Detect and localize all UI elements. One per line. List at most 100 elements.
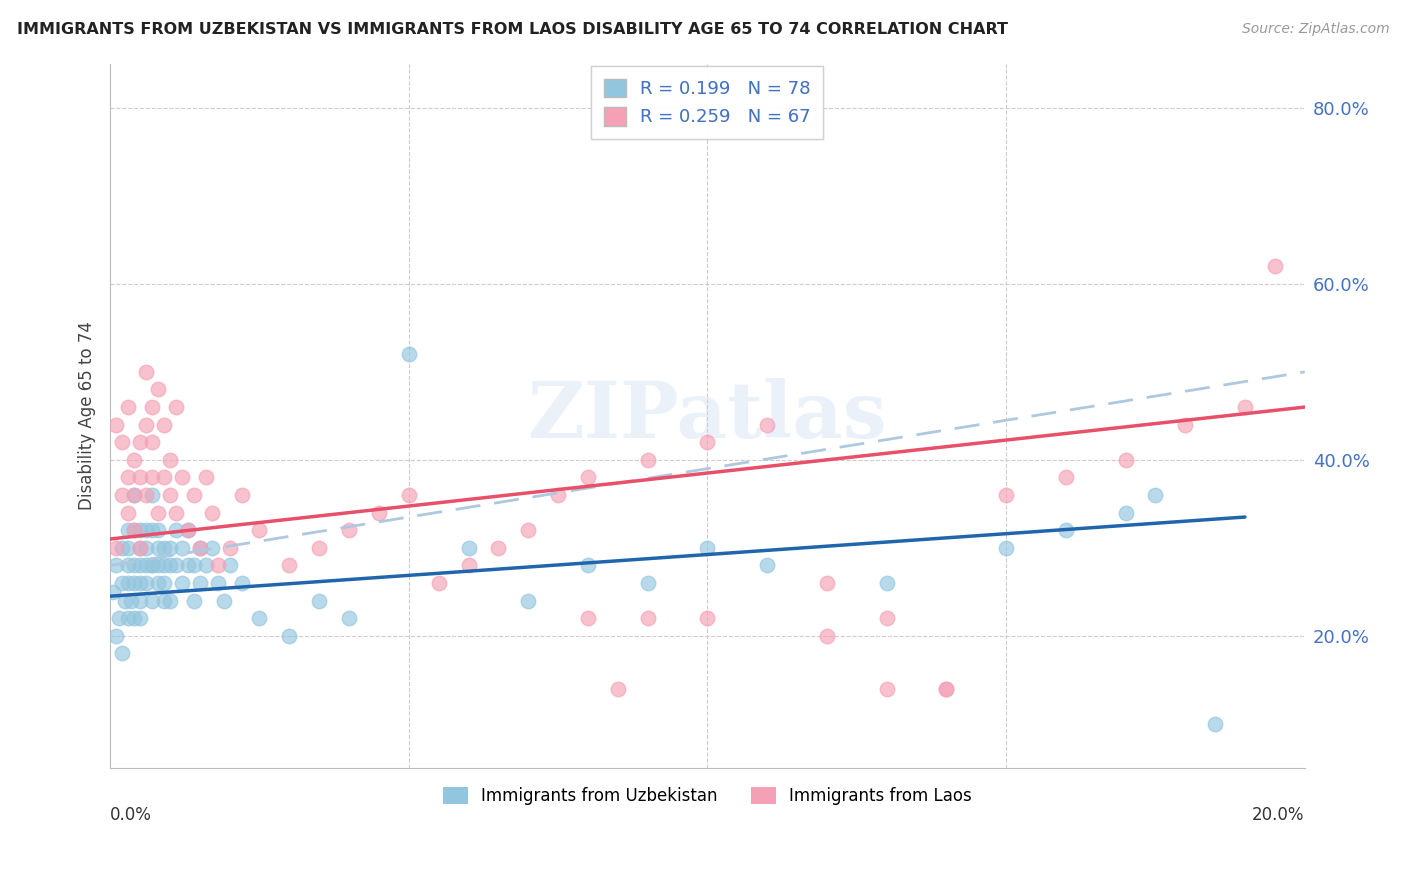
Point [105,417,128,432]
Point [111,488,134,502]
Point [696,435,718,450]
Point [159,453,181,467]
Point [117,576,139,591]
Point [177,523,200,537]
Point [141,558,163,573]
Point [129,593,152,607]
Point [1264,260,1286,274]
Point [117,470,139,484]
Point [1233,400,1256,414]
Point [201,541,224,555]
Point [129,558,152,573]
Point [183,593,205,607]
Point [117,523,139,537]
Point [517,593,540,607]
Point [129,435,152,450]
Point [177,523,200,537]
Point [159,593,181,607]
Point [188,541,211,555]
Text: 0.0%: 0.0% [110,806,152,824]
Point [122,523,145,537]
Point [576,470,599,484]
Point [427,576,450,591]
Point [146,523,169,537]
Point [876,681,898,696]
Point [170,541,193,555]
Point [201,506,224,520]
Point [1054,470,1077,484]
Point [117,611,139,625]
Point [576,611,599,625]
Point [177,558,200,573]
Point [637,453,659,467]
Point [1174,417,1197,432]
Point [576,558,599,573]
Point [935,681,957,696]
Point [135,365,157,379]
Point [337,523,360,537]
Point [135,417,157,432]
Point [122,558,145,573]
Text: 20.0%: 20.0% [1253,806,1305,824]
Point [1054,523,1077,537]
Point [995,541,1018,555]
Point [159,541,181,555]
Point [935,681,957,696]
Point [129,470,152,484]
Point [153,558,176,573]
Point [308,593,330,607]
Point [278,558,301,573]
Point [153,593,176,607]
Point [141,523,163,537]
Point [457,558,479,573]
Point [135,558,157,573]
Point [212,593,235,607]
Point [1204,716,1226,731]
Point [183,558,205,573]
Point [696,541,718,555]
Point [207,558,229,573]
Point [815,576,838,591]
Point [457,541,479,555]
Point [141,400,163,414]
Point [122,453,145,467]
Point [1115,506,1137,520]
Text: ZIPatlas: ZIPatlas [527,378,887,454]
Point [756,558,779,573]
Point [194,558,217,573]
Point [398,488,420,502]
Point [135,576,157,591]
Point [129,576,152,591]
Point [146,541,169,555]
Point [1144,488,1167,502]
Point [105,629,128,643]
Point [146,506,169,520]
Point [249,523,271,537]
Legend: R = 0.199   N = 78, R = 0.259   N = 67: R = 0.199 N = 78, R = 0.259 N = 67 [592,66,824,139]
Point [146,576,169,591]
Point [122,576,145,591]
Point [129,523,152,537]
Point [165,506,187,520]
Y-axis label: Disability Age 65 to 74: Disability Age 65 to 74 [79,321,96,510]
Point [108,611,131,625]
Point [398,347,420,361]
Point [278,629,301,643]
Point [122,488,145,502]
Point [876,576,898,591]
Point [141,593,163,607]
Point [249,611,271,625]
Point [114,593,136,607]
Point [117,558,139,573]
Point [141,558,163,573]
Point [218,541,240,555]
Point [547,488,569,502]
Point [159,558,181,573]
Point [101,584,124,599]
Point [308,541,330,555]
Point [183,488,205,502]
Point [696,611,718,625]
Point [153,417,176,432]
Point [153,541,176,555]
Point [170,470,193,484]
